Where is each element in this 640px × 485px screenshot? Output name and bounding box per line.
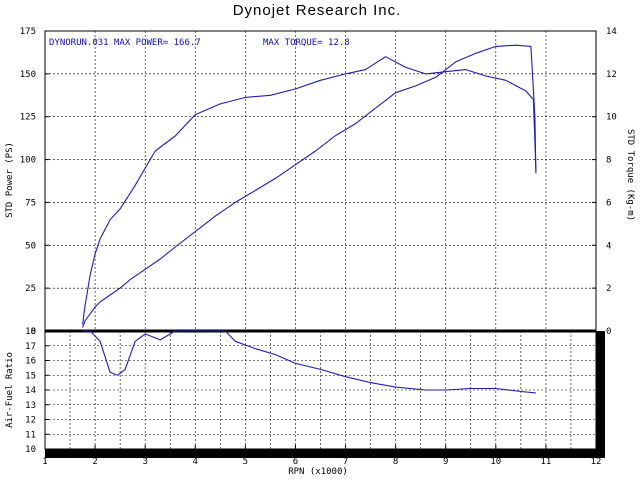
- x-tick-label: 10: [490, 457, 501, 467]
- y-left-tick-label: 50: [25, 241, 36, 251]
- y-lower-tick-label: 14: [25, 386, 36, 396]
- y-right-tick-label: 10: [606, 113, 617, 123]
- y-lower-tick-label: 17: [25, 342, 36, 352]
- x-tick-label: 2: [92, 457, 97, 467]
- series-layer: [82, 44, 537, 394]
- y-left-tick-label: 175: [20, 27, 36, 37]
- x-tick-label: 5: [243, 457, 248, 467]
- y-right-tick-label: 14: [606, 27, 617, 37]
- plot-bottom-shadow: [45, 449, 605, 458]
- series-line-torque: [82, 56, 537, 325]
- x-tick-label: 8: [393, 457, 398, 467]
- x-axis-label: RPN (x1000): [288, 467, 348, 477]
- y-right-tick-label: 6: [606, 198, 611, 208]
- series-line-air-fuel: [82, 330, 536, 394]
- series-line-power: [82, 44, 537, 328]
- plot-area-frame: [44, 30, 597, 450]
- tick-layer: 1 2 3 4 5 6 7 8 9 10 11 120255075100125150175024681…: [20, 27, 617, 467]
- x-tick-label: 12: [591, 457, 602, 467]
- grid-layer: [44, 31, 597, 449]
- y-lower-tick-label: 10: [25, 445, 36, 455]
- y-lower-tick-label: 18: [25, 327, 36, 337]
- y-right-tick-label: 12: [606, 70, 617, 80]
- y-axis-right-label: STD Torque (Kg-m): [625, 129, 635, 221]
- y-left-tick-label: 75: [25, 198, 36, 208]
- y-lower-tick-label: 11: [25, 430, 36, 440]
- y-left-tick-label: 25: [25, 284, 36, 294]
- x-tick-label: 4: [193, 457, 198, 467]
- y-right-tick-label: 8: [606, 156, 611, 166]
- annotation-run: DYNORUN.031: [49, 38, 109, 48]
- y-right-tick-label: 4: [606, 241, 611, 251]
- y-left-tick-label: 125: [20, 113, 36, 123]
- x-tick-label: 9: [443, 457, 448, 467]
- y-lower-tick-label: 15: [25, 371, 36, 381]
- y-axis-left-label: STD Power (PS): [5, 142, 15, 218]
- x-tick-label: 1: [42, 457, 47, 467]
- y-lower-tick-label: 12: [25, 416, 36, 426]
- annotation-max-power: MAX POWER= 166.7: [114, 38, 201, 48]
- chart-title: Dynojet Research Inc.: [233, 2, 402, 19]
- y-right-tick-label: 2: [606, 284, 611, 294]
- y-left-tick-label: 100: [20, 156, 36, 166]
- x-tick-label: 7: [343, 457, 348, 467]
- plot-right-shadow: [596, 331, 605, 458]
- y-lower-tick-label: 13: [25, 401, 36, 411]
- x-tick-label: 3: [142, 457, 147, 467]
- annotation-max-torque: MAX TORQUE= 12.8: [263, 38, 350, 48]
- y-right-tick-label: 0: [606, 327, 611, 337]
- y-left-tick-label: 0: [31, 327, 36, 337]
- y-axis-lower-label: Air-Fuel Ratio: [5, 352, 15, 428]
- y-left-tick-label: 150: [20, 70, 36, 80]
- x-tick-label: 6: [293, 457, 298, 467]
- y-lower-tick-label: 16: [25, 357, 36, 367]
- x-tick-label: 11: [540, 457, 551, 467]
